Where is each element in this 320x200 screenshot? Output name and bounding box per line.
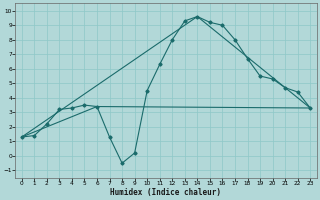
X-axis label: Humidex (Indice chaleur): Humidex (Indice chaleur) — [110, 188, 221, 197]
